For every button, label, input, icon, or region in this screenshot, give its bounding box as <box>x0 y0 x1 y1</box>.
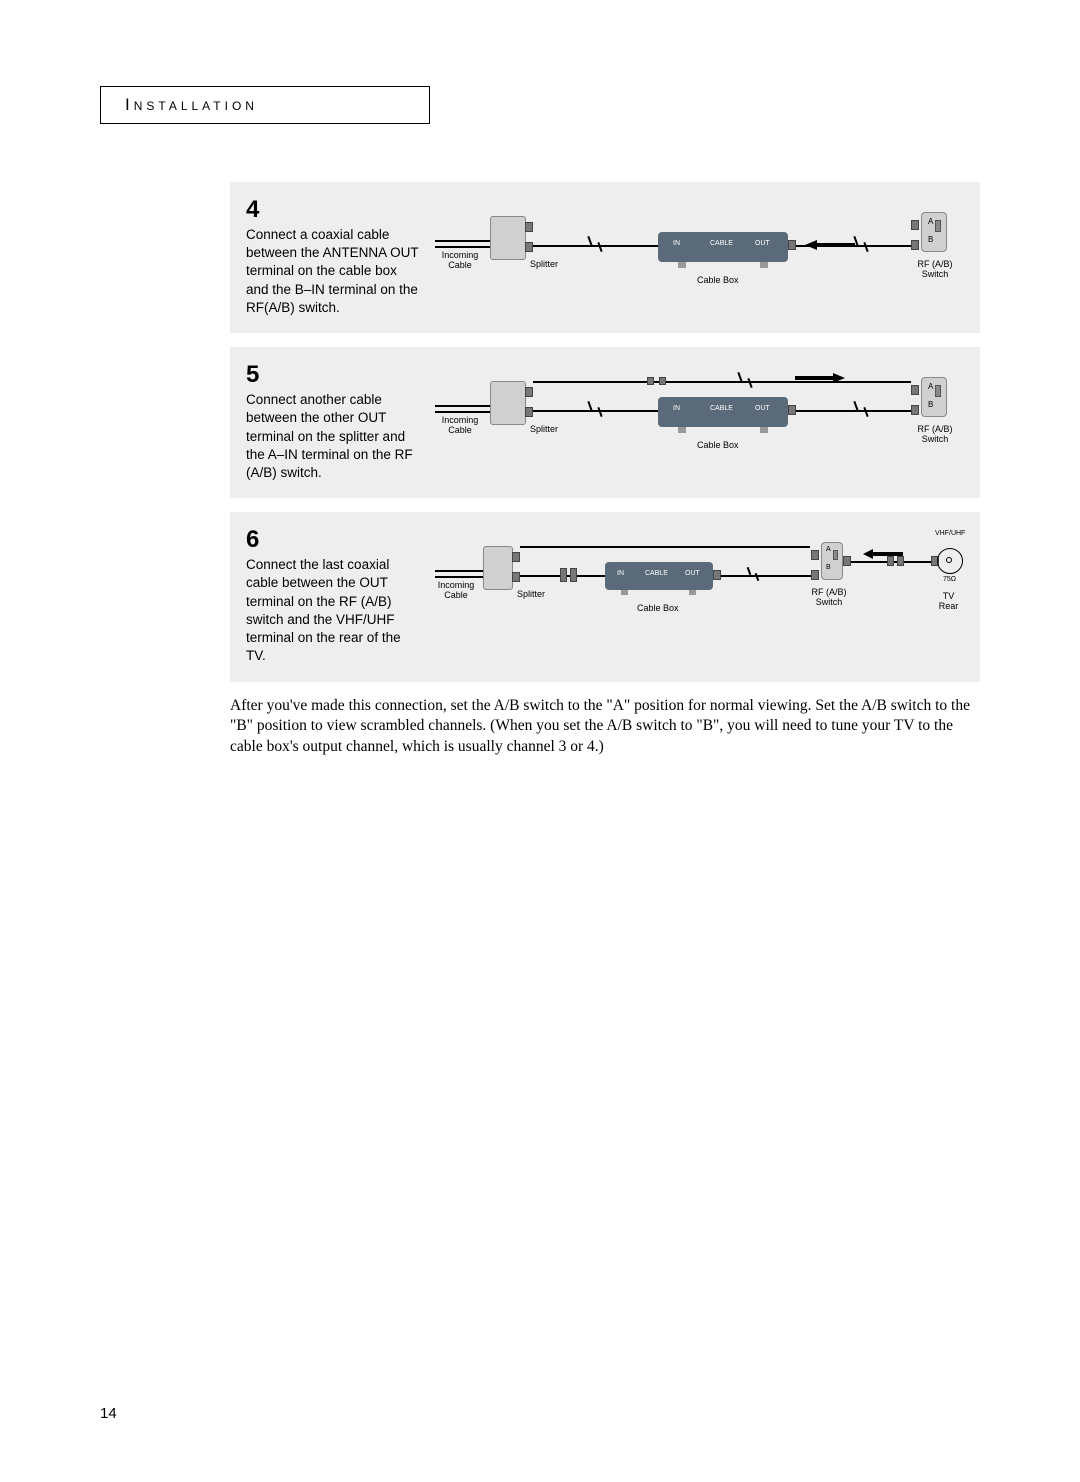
step-6-num: 6 <box>246 526 421 554</box>
page-number: 14 <box>100 1405 117 1422</box>
splitter-label: Splitter <box>517 590 545 600</box>
rf-label: RF (A/B) Switch <box>913 260 957 280</box>
step-4: 4 Connect a coaxial cable between the AN… <box>230 182 980 333</box>
cable-label: CABLE <box>710 240 733 247</box>
cable-label: CABLE <box>645 570 668 577</box>
in-label: IN <box>673 240 680 247</box>
b-label: B <box>826 564 831 572</box>
step-5-desc: Connect another cable between the other … <box>246 391 421 482</box>
out-label: OUT <box>685 570 700 577</box>
rf-label: RF (A/B) Switch <box>809 588 849 608</box>
step-6-text: 6 Connect the last coaxial cable between… <box>246 526 421 665</box>
step-5-num: 5 <box>246 361 421 389</box>
in-label: IN <box>617 570 624 577</box>
arrow-icon <box>805 238 855 252</box>
footer-text: After you've made this connection, set t… <box>230 696 980 759</box>
rf-switch-icon <box>921 377 947 417</box>
arrow-icon <box>795 371 845 385</box>
section-header: Installation <box>100 86 430 124</box>
cable-box-icon <box>658 232 788 262</box>
step-4-diagram: IN CABLE OUT A B Incoming Cable Splitter… <box>435 196 964 306</box>
step-5-diagram: IN CABLE OUT A B Incoming Cable Splitter… <box>435 361 964 471</box>
splitter-label: Splitter <box>530 425 558 435</box>
splitter-icon <box>490 216 526 260</box>
step-6-desc: Connect the last coaxial cable between t… <box>246 556 421 665</box>
out-label: OUT <box>755 405 770 412</box>
step-4-desc: Connect a coaxial cable between the ANTE… <box>246 226 421 317</box>
b-label: B <box>928 401 933 410</box>
section-title: Installation <box>125 95 258 114</box>
step-4-text: 4 Connect a coaxial cable between the AN… <box>246 196 421 317</box>
cablebox-label: Cable Box <box>697 276 739 286</box>
splitter-label: Splitter <box>530 260 558 270</box>
a-label: A <box>928 383 933 392</box>
a-label: A <box>826 546 831 554</box>
b-label: B <box>928 236 933 245</box>
out-label: OUT <box>755 240 770 247</box>
step-5-text: 5 Connect another cable between the othe… <box>246 361 421 482</box>
rf-switch-icon <box>821 542 843 580</box>
in-label: IN <box>673 405 680 412</box>
splitter-icon <box>490 381 526 425</box>
incoming-label: Incoming Cable <box>435 251 485 271</box>
splitter-icon <box>483 546 513 590</box>
cablebox-label: Cable Box <box>637 604 679 614</box>
step-6-diagram: IN CABLE OUT A B VHF/UHF 75Ω Incoming Ca… <box>435 526 964 636</box>
a-label: A <box>928 218 933 227</box>
cablebox-label: Cable Box <box>697 441 739 451</box>
step-6: 6 Connect the last coaxial cable between… <box>230 512 980 681</box>
tvrear-label: TV Rear <box>933 592 964 612</box>
ohm-label: 75Ω <box>943 576 956 584</box>
cable-box-icon <box>658 397 788 427</box>
vhfuhf-label: VHF/UHF <box>935 530 965 538</box>
rf-switch-icon <box>921 212 947 252</box>
cable-label: CABLE <box>710 405 733 412</box>
step-4-num: 4 <box>246 196 421 224</box>
step-5: 5 Connect another cable between the othe… <box>230 347 980 498</box>
rf-label: RF (A/B) Switch <box>913 425 957 445</box>
incoming-label: Incoming Cable <box>435 581 477 601</box>
incoming-label: Incoming Cable <box>435 416 485 436</box>
tv-rear-icon <box>937 548 963 574</box>
